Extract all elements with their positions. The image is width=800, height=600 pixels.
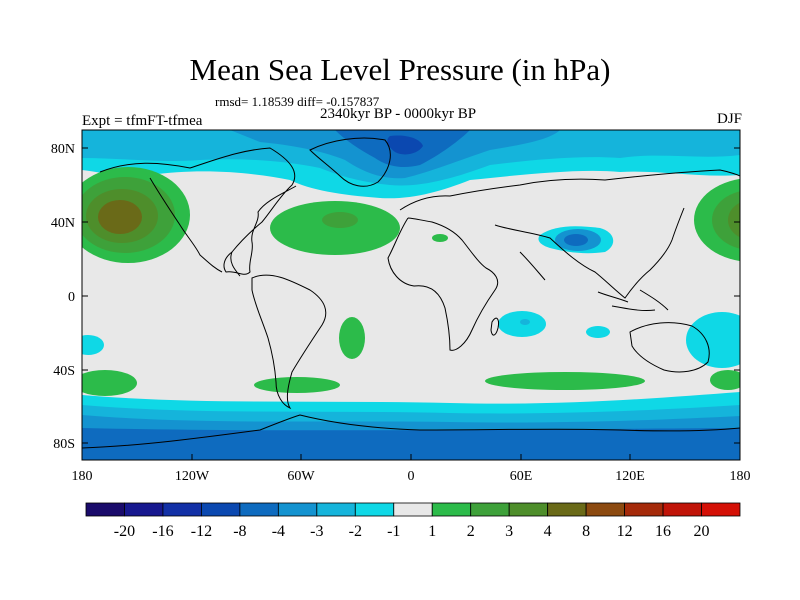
colorbar-swatch <box>239 502 279 517</box>
colorbar-swatch <box>547 502 587 517</box>
lat-label: 40S <box>53 364 75 379</box>
colorbar-swatch <box>393 502 433 517</box>
lon-label: 60W <box>287 469 315 484</box>
coastlines <box>82 137 740 449</box>
colorbar-label: 8 <box>582 523 590 540</box>
colorbar-label: 20 <box>694 523 710 540</box>
colorbar-label: -16 <box>152 523 173 540</box>
colorbar-label: 2 <box>467 523 475 540</box>
colorbar-label: -12 <box>191 523 212 540</box>
colorbar-label: 4 <box>544 523 552 540</box>
lon-label: 120E <box>615 469 645 484</box>
longitude-labels: 180 120W 60W 0 60E 120E 180 <box>72 469 751 484</box>
colorbar-swatch <box>662 502 702 517</box>
colorbar-swatch <box>162 502 202 517</box>
colorbar-label: -8 <box>233 523 246 540</box>
colorbar-label: 3 <box>505 523 513 540</box>
axis-ticks <box>81 147 741 460</box>
colorbar-label: 1 <box>428 523 436 540</box>
stats-text: rmsd= 1.18539 diff= -0.157837 <box>215 94 380 109</box>
colorbar-swatch <box>624 502 664 517</box>
lon-label: 180 <box>730 469 751 484</box>
lon-label: 60E <box>510 469 533 484</box>
colorbar-label: -4 <box>272 523 285 540</box>
colorbar-swatch <box>431 502 472 517</box>
pressure-field <box>82 130 740 460</box>
lat-label: 80S <box>53 437 75 452</box>
colorbar-swatch <box>316 502 356 517</box>
lat-label: 40N <box>51 216 75 231</box>
colorbar: -20 -16 -12 -8 -4 -3 -2 -1 1 2 3 4 8 12 16 20 <box>85 502 741 540</box>
colorbar-label: -2 <box>349 523 362 540</box>
colorbar-swatch <box>470 502 510 517</box>
colorbar-label: 12 <box>617 523 633 540</box>
colorbar-swatch <box>585 502 625 517</box>
colorbar-swatch <box>201 502 241 517</box>
colorbar-swatch <box>701 502 741 517</box>
lat-label: 0 <box>68 290 75 305</box>
colorbar-swatch <box>85 502 125 517</box>
colorbar-label: -20 <box>114 523 135 540</box>
colorbar-swatch <box>277 502 318 517</box>
colorbar-swatch <box>354 502 395 517</box>
lon-label: 180 <box>72 469 93 484</box>
experiment-label: Expt = tfmFT-tfmea <box>82 113 203 129</box>
period-label: 2340kyr BP - 0000kyr BP <box>320 106 477 122</box>
colorbar-label: -1 <box>387 523 400 540</box>
lon-label: 120W <box>175 469 210 484</box>
season-label: DJF <box>716 111 742 127</box>
latitude-labels: 80N 40N 0 40S 80S <box>51 142 75 452</box>
colorbar-label: -3 <box>310 523 323 540</box>
lon-label: 0 <box>408 469 415 484</box>
colorbar-label: 16 <box>655 523 671 540</box>
colorbar-swatch <box>124 502 164 517</box>
colorbar-swatch <box>508 502 549 517</box>
map-title: Mean Sea Level Pressure (in hPa) <box>189 52 611 87</box>
lat-label: 80N <box>51 142 75 157</box>
